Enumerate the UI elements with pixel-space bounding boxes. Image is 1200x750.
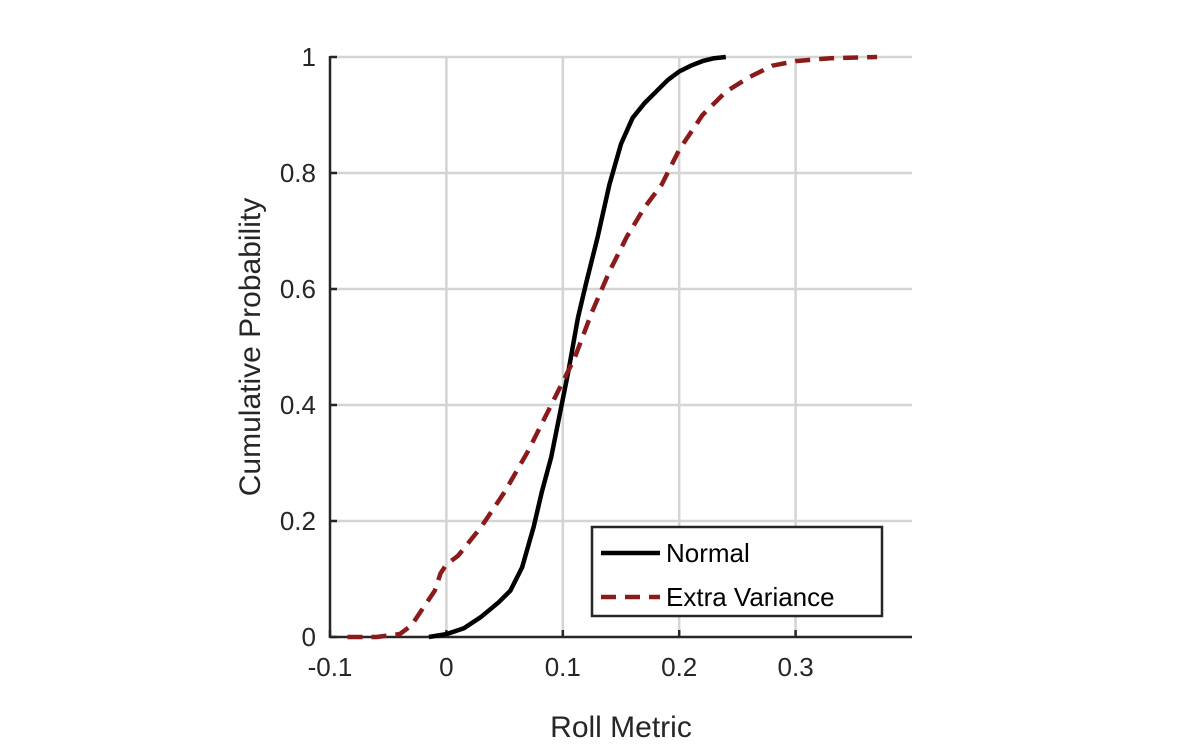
series-line-extra-variance — [347, 54, 878, 640]
x-tick-label: 0.1 — [545, 652, 581, 682]
legend-box — [590, 525, 884, 618]
legend-label-normal: Normal — [666, 538, 750, 568]
y-tick-label: 1 — [302, 42, 316, 72]
legend: Normal Extra Variance — [590, 525, 884, 618]
series-line-normal — [428, 54, 727, 640]
y-tick-label: 0 — [302, 622, 316, 652]
y-axis-label: Cumulative Probability — [234, 198, 267, 496]
ticks: -0.1 0 0.1 0.2 0.300.20.40.60.81 — [280, 42, 814, 682]
x-tick-label: 0.3 — [778, 652, 814, 682]
series-group — [347, 54, 878, 640]
legend-label-extra-variance: Extra Variance — [666, 582, 835, 612]
x-axis-label: Roll Metric — [550, 711, 692, 744]
y-tick-label: 0.8 — [280, 158, 316, 188]
x-tick-label: 0.2 — [661, 652, 697, 682]
axes — [328, 56, 912, 639]
x-tick-label: -0.1 — [308, 652, 353, 682]
y-tick-label: 0.4 — [280, 390, 316, 420]
y-tick-label: 0.2 — [280, 506, 316, 536]
x-tick-label: 0 — [439, 652, 453, 682]
y-tick-label: 0.6 — [280, 274, 316, 304]
